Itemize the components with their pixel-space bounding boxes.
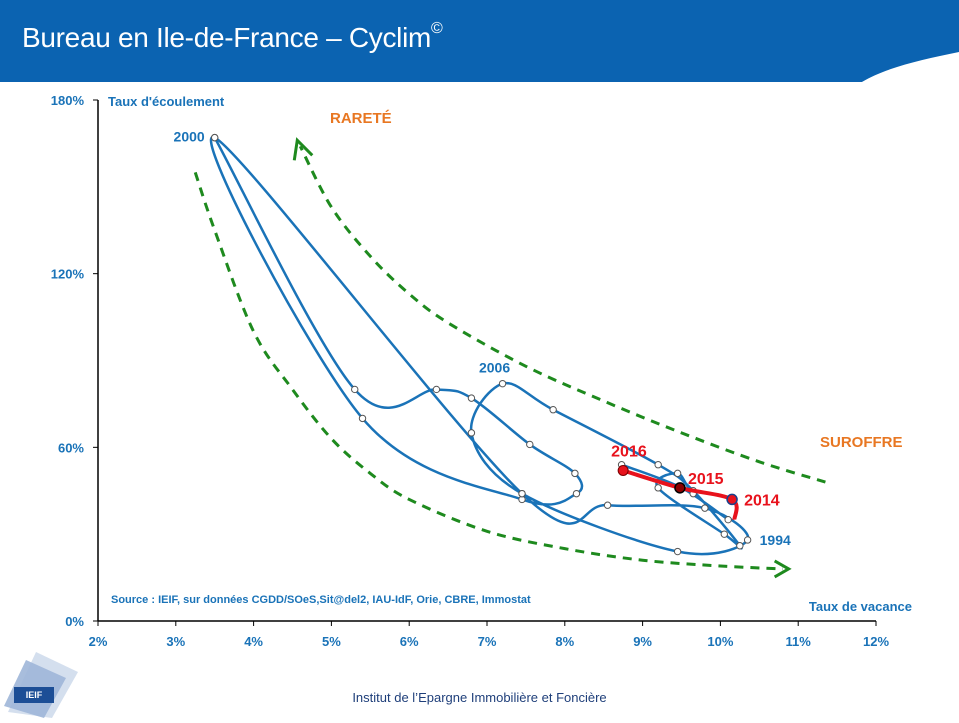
source-note: Source : IEIF, sur données CGDD/SOeS,Sit… xyxy=(111,594,531,606)
data-point xyxy=(432,385,441,394)
x-tick-label: 12% xyxy=(863,634,889,649)
data-point xyxy=(498,379,507,388)
data-point xyxy=(467,394,476,402)
suroffre-arrow-head xyxy=(773,559,792,579)
data-point xyxy=(467,429,476,437)
cyclim-chart: 0% 60% 120% 180% 2% 3% 4% 5% 6% 7% 8% 9% 10% 11% 12% Ta… xyxy=(51,93,912,649)
x-tick-label: 11% xyxy=(786,634,812,649)
point-2016 xyxy=(617,464,629,476)
data-point xyxy=(724,515,732,524)
page-title: Bureau en Ile-de-France – Cyclim© xyxy=(22,20,443,53)
suroffre-label: SUROFFRE xyxy=(820,434,903,451)
data-point xyxy=(358,414,367,423)
x-tick-label: 7% xyxy=(478,634,497,649)
footer-institute: Institut de l’Epargne Immobilière et Fon… xyxy=(352,690,607,705)
data-point xyxy=(571,469,579,478)
y-tick-label: 60% xyxy=(58,440,84,455)
x-tick-label: 8% xyxy=(555,634,574,649)
rarete-label: RARETÉ xyxy=(330,110,392,127)
data-point xyxy=(736,542,744,550)
recent-years-line xyxy=(622,468,739,520)
data-point xyxy=(549,406,557,414)
title-banner: Bureau en Ile-de-France – Cyclim© xyxy=(0,0,959,85)
ieif-logo: IEIF xyxy=(0,630,90,718)
data-point xyxy=(518,489,526,498)
data-point xyxy=(603,501,612,509)
x-tick-label: 5% xyxy=(322,634,341,649)
data-point xyxy=(654,461,662,469)
x-axis-label: Taux de vacance xyxy=(809,599,912,614)
data-point xyxy=(673,469,682,478)
data-point xyxy=(673,547,682,556)
y-axis-label: Taux d'écoulement xyxy=(108,94,225,109)
x-tick-label: 3% xyxy=(166,634,185,649)
data-label-2006: 2006 xyxy=(479,360,510,376)
y-tick-label: 180% xyxy=(51,93,85,108)
data-point xyxy=(654,484,662,492)
cyclim-series-line xyxy=(209,136,750,556)
data-point xyxy=(526,440,534,449)
data-label-2014: 2014 xyxy=(744,492,780,509)
data-point xyxy=(720,530,728,538)
y-tick-label: 120% xyxy=(51,267,85,282)
suroffre-envelope xyxy=(193,171,783,571)
data-point xyxy=(743,536,752,544)
data-point xyxy=(351,385,359,394)
data-point xyxy=(572,489,581,498)
point-2014 xyxy=(726,493,738,506)
rarete-arrow-head xyxy=(292,137,314,161)
y-tick-label: 0% xyxy=(65,614,84,629)
banner-shape xyxy=(0,0,959,84)
logo-text: IEIF xyxy=(25,690,43,700)
x-tick-label: 2% xyxy=(89,634,108,649)
data-label-2015: 2015 xyxy=(688,471,724,488)
point-2015 xyxy=(674,482,686,494)
data-point xyxy=(211,133,219,142)
x-tick-label: 10% xyxy=(707,634,733,649)
data-point xyxy=(701,504,709,512)
x-tick-label: 4% xyxy=(244,634,263,649)
data-label-2000: 2000 xyxy=(174,129,205,145)
data-label-1994: 1994 xyxy=(760,532,791,548)
rarete-envelope xyxy=(298,145,826,484)
x-tick-label: 6% xyxy=(400,634,419,649)
x-tick-label: 9% xyxy=(633,634,652,649)
data-label-2016: 2016 xyxy=(611,443,647,460)
